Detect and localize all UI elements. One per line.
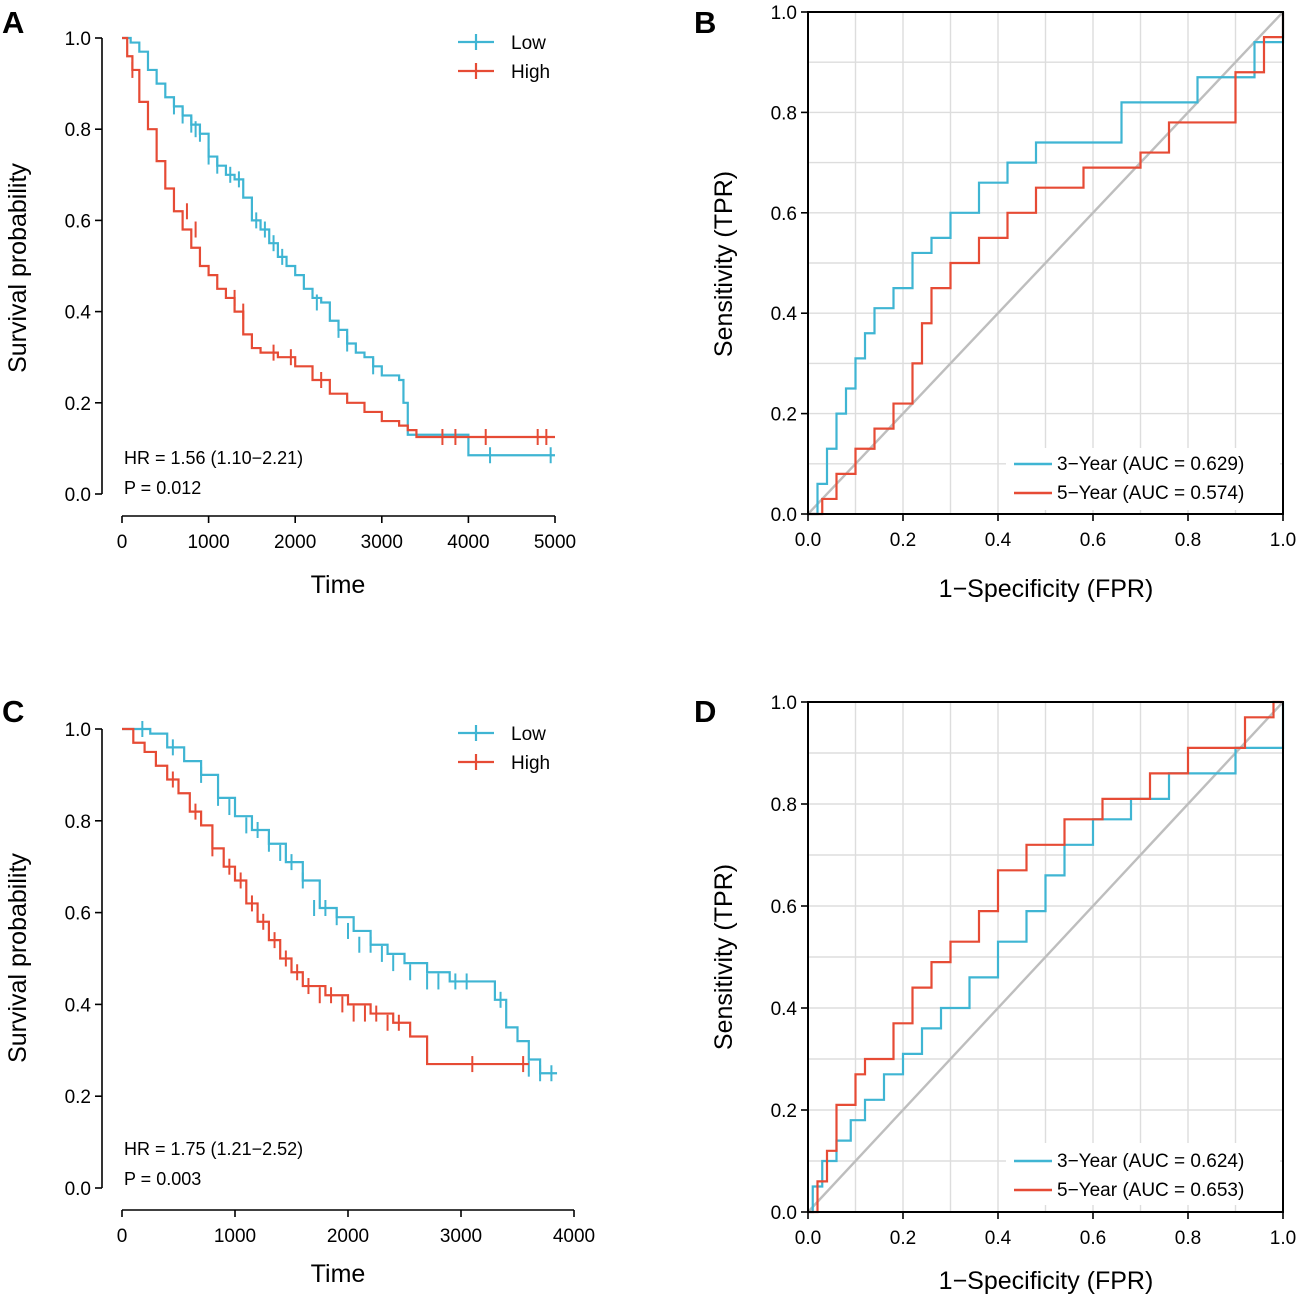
series-line-5-year (808, 700, 1283, 1214)
y-tick-label: 0.0 (65, 485, 91, 506)
x-tick-label: 0.0 (795, 530, 821, 551)
x-tick-label: 5000 (534, 532, 576, 553)
legend-label-5-year: 5−Year (AUC = 0.653) (1057, 1180, 1244, 1201)
series-line-high (122, 36, 555, 439)
y-tick-label: 1.0 (771, 693, 797, 714)
y-tick-label: 0.2 (771, 405, 797, 426)
x-axis-title: Time (311, 1260, 366, 1288)
x-tick-label: 0.6 (1080, 1228, 1106, 1249)
x-tick-label: 2000 (274, 532, 316, 553)
y-tick-label: 0.0 (771, 505, 797, 526)
y-tick-label: 0.2 (771, 1101, 797, 1122)
x-tick-label: 3000 (361, 532, 403, 553)
y-tick-label: 0.6 (771, 897, 797, 918)
x-axis-title: Time (311, 571, 366, 599)
y-tick-label: 0.6 (771, 204, 797, 225)
y-axis-title: Survival probability (4, 163, 32, 373)
panel-letter-a: A (2, 5, 24, 40)
y-tick-label: 0.0 (771, 1203, 797, 1224)
series-line-5-year (808, 12, 1285, 516)
x-axis-title: 1−Specificity (FPR) (939, 575, 1154, 603)
y-axis-title: Survival probability (4, 853, 32, 1063)
y-tick-label: 0.4 (771, 304, 798, 325)
panel-letter-d: D (694, 694, 716, 729)
series-line-high (122, 727, 529, 1066)
legend-label-low: Low (511, 33, 546, 54)
legend-background (1006, 448, 1280, 510)
x-tick-label: 0 (117, 1226, 128, 1247)
panel-letter-c: C (2, 694, 24, 729)
x-tick-label: 0.2 (890, 1228, 916, 1249)
legend: 3−Year (AUC = 0.624) 5−Year (AUC = 0.653… (1006, 1143, 1280, 1205)
legend: 3−Year (AUC = 0.629) 5−Year (AUC = 0.574… (1006, 448, 1280, 510)
x-tick-label: 4000 (553, 1226, 595, 1247)
x-tick-label: 0.8 (1175, 530, 1201, 551)
panel-d-roc-plot: D 0.0 0.2 0.4 0.6 0.8 1.0 0.0 0.2 0.4 0.6 0.8 1.0 1… (694, 693, 1296, 1295)
hazard-ratio-label: HR = 1.75 (1.21−2.52) (124, 1139, 303, 1159)
y-tick-label: 0.8 (771, 795, 797, 816)
series-line-3-year (808, 12, 1285, 516)
plot-frame (807, 701, 1284, 1213)
x-tick-label: 2000 (327, 1226, 369, 1247)
y-tick-label: 0.0 (65, 1179, 91, 1200)
y-tick-label: 0.6 (65, 211, 91, 232)
legend-label-high: High (511, 62, 550, 83)
reference-diagonal (807, 11, 1284, 515)
y-tick-label: 0.4 (65, 995, 92, 1016)
y-tick-label: 1.0 (65, 720, 91, 741)
legend-label-3-year: 3−Year (AUC = 0.624) (1057, 1151, 1244, 1172)
y-tick-label: 0.6 (65, 904, 91, 925)
legend: Low High (458, 33, 550, 83)
y-tick-label: 0.8 (771, 103, 797, 124)
x-tick-label: 3000 (440, 1226, 482, 1247)
x-axis-title: 1−Specificity (FPR) (939, 1267, 1154, 1295)
y-tick-label: 0.2 (65, 1087, 91, 1108)
x-tick-label: 0.4 (985, 1228, 1012, 1249)
p-value-label: P = 0.003 (124, 1169, 201, 1189)
panel-a-km-plot: A 0 1000 2000 3000 4000 5000 0.0 0.2 0.4 0.6 0.8 1.… (2, 5, 576, 599)
x-tick-label: 4000 (447, 532, 489, 553)
series-line-3-year (808, 702, 1285, 1214)
series-line-low (122, 727, 558, 1075)
plot-frame (807, 11, 1284, 515)
y-tick-label: 1.0 (65, 29, 91, 50)
x-tick-label: 1000 (187, 532, 229, 553)
x-tick-label: 0.2 (890, 530, 916, 551)
legend-label-low: Low (511, 724, 546, 745)
p-value-label: P = 0.012 (124, 478, 201, 498)
hazard-ratio-label: HR = 1.56 (1.10−2.21) (124, 448, 303, 468)
panel-c-km-plot: C 0 1000 2000 3000 4000 0.0 0.2 0.4 0.6 0.8 1.0 Ti… (2, 694, 595, 1288)
panel-letter-b: B (694, 5, 716, 40)
x-tick-label: 0.0 (795, 1228, 821, 1249)
y-tick-label: 0.4 (65, 303, 92, 324)
y-tick-label: 0.8 (65, 812, 91, 833)
panel-b-roc-plot: B 0.0 0.2 0.4 0.6 0.8 1.0 0.0 0.2 0.4 0.6 0.8 1.0 1… (694, 3, 1296, 603)
legend-label-high: High (511, 753, 550, 774)
x-tick-label: 1.0 (1270, 1228, 1296, 1249)
legend-label-5-year: 5−Year (AUC = 0.574) (1057, 483, 1244, 504)
y-axis-title: Sensitivity (TPR) (710, 864, 738, 1050)
y-tick-label: 0.8 (65, 120, 91, 141)
legend-label-3-year: 3−Year (AUC = 0.629) (1057, 454, 1244, 475)
y-tick-label: 0.2 (65, 394, 91, 415)
y-tick-label: 0.4 (771, 999, 798, 1020)
y-tick-label: 1.0 (771, 3, 797, 24)
legend: Low High (458, 724, 550, 774)
x-tick-label: 0.4 (985, 530, 1012, 551)
x-tick-label: 0.8 (1175, 1228, 1201, 1249)
x-tick-label: 1000 (214, 1226, 256, 1247)
y-axis-title: Sensitivity (TPR) (710, 171, 738, 357)
x-tick-label: 0 (117, 532, 128, 553)
x-tick-label: 1.0 (1270, 530, 1296, 551)
reference-diagonal (807, 701, 1284, 1213)
legend-background (1006, 1143, 1280, 1205)
x-tick-label: 0.6 (1080, 530, 1106, 551)
